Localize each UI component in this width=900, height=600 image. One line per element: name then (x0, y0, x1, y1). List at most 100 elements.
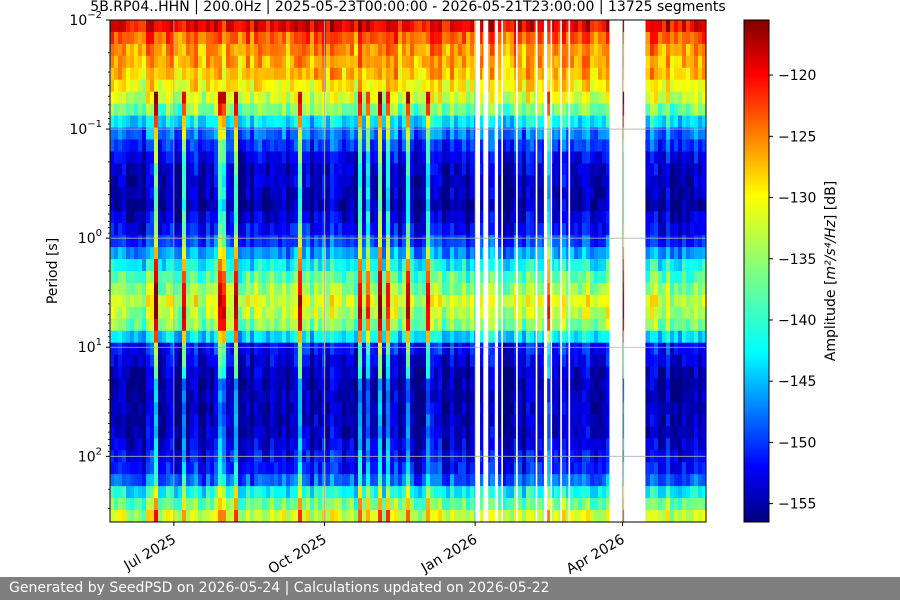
heatmap-cell (290, 366, 295, 380)
heatmap-cell (142, 163, 147, 176)
heatmap-cell (422, 318, 427, 332)
heatmap-cell (486, 402, 491, 416)
heatmap-cell (390, 390, 395, 404)
heatmap-cell (110, 366, 115, 380)
heatmap-cell (186, 127, 191, 141)
heatmap-cell (182, 354, 187, 368)
heatmap-cell (454, 330, 459, 344)
heatmap-cell (386, 282, 391, 296)
heatmap-cell (226, 103, 231, 117)
heatmap-cell (306, 127, 311, 141)
heatmap-cell (478, 31, 483, 45)
heatmap-cell (574, 31, 579, 45)
heatmap-cell (334, 139, 339, 153)
heatmap-cell (566, 342, 571, 356)
heatmap-cell (334, 43, 339, 57)
heatmap-cell (410, 163, 415, 176)
heatmap-cell (242, 510, 247, 522)
heatmap-cell (298, 235, 303, 248)
heatmap-cell (166, 259, 171, 272)
heatmap-cell (266, 378, 271, 392)
heatmap-cell (174, 79, 179, 93)
heatmap-cell (154, 318, 159, 332)
heatmap-cell (526, 31, 531, 45)
heatmap-cell (178, 402, 183, 416)
heatmap-cell (518, 223, 523, 236)
heatmap-cell (206, 390, 211, 404)
heatmap-cell (398, 271, 403, 284)
heatmap-cell (362, 402, 367, 416)
heatmap-cell (402, 402, 407, 416)
heatmap-cell (470, 342, 475, 356)
heatmap-cell (158, 414, 163, 427)
heatmap-cell (214, 20, 219, 33)
heatmap-cell (414, 366, 419, 380)
heatmap-cell (442, 67, 447, 81)
heatmap-cell (398, 103, 403, 117)
heatmap-column (350, 20, 355, 522)
heatmap-cell (142, 498, 147, 511)
heatmap-cell (434, 271, 439, 284)
heatmap-cell (398, 235, 403, 248)
heatmap-cell (426, 151, 431, 165)
heatmap-cell (526, 103, 531, 117)
heatmap-cell (366, 378, 371, 392)
heatmap-cell (258, 175, 263, 188)
heatmap-cell (562, 103, 567, 117)
heatmap-cell (286, 175, 291, 188)
heatmap-cell (298, 486, 303, 499)
heatmap-cell (150, 211, 155, 224)
heatmap-cell (434, 31, 439, 45)
heatmap-cell (202, 91, 207, 105)
heatmap-cell (298, 67, 303, 81)
heatmap-cell (306, 259, 311, 272)
heatmap-cell (386, 426, 391, 439)
heatmap-column (470, 20, 475, 522)
heatmap-cell (370, 79, 375, 93)
heatmap-cell (226, 223, 231, 236)
heatmap-cell (126, 211, 131, 224)
heatmap-cell (446, 211, 451, 224)
heatmap-cell (486, 486, 491, 499)
heatmap-cell (302, 43, 307, 57)
heatmap-cell (338, 175, 343, 188)
heatmap-cell (402, 438, 407, 451)
heatmap-cell (290, 259, 295, 272)
heatmap-cell (314, 498, 319, 511)
heatmap-cell (230, 342, 235, 356)
heatmap-cell (466, 426, 471, 439)
heatmap-cell (210, 378, 215, 392)
heatmap-cell (226, 486, 231, 499)
heatmap-cell (202, 199, 207, 212)
heatmap-cell (530, 175, 535, 188)
heatmap-cell (170, 139, 175, 153)
heatmap-column (530, 20, 535, 522)
heatmap-cell (462, 247, 467, 260)
heatmap-cell (418, 175, 423, 188)
heatmap-cell (450, 306, 455, 320)
heatmap-cell (254, 259, 259, 272)
heatmap-cell (254, 175, 259, 188)
heatmap-cell (134, 175, 139, 188)
heatmap-cell (190, 318, 195, 332)
heatmap-cell (198, 306, 203, 320)
heatmap-cell (198, 103, 203, 117)
heatmap-cell (394, 175, 399, 188)
heatmap-cell (186, 366, 191, 380)
heatmap-cell (278, 414, 283, 427)
heatmap-cell (314, 259, 319, 272)
heatmap-cell (414, 235, 419, 248)
heatmap-cell (442, 282, 447, 296)
heatmap-cell (334, 402, 339, 416)
heatmap-cell (330, 67, 335, 81)
heatmap-cell (450, 91, 455, 105)
heatmap-cell (206, 151, 211, 165)
heatmap-cell (242, 271, 247, 284)
heatmap-cell (442, 139, 447, 153)
heatmap-cell (438, 20, 443, 33)
heatmap-cell (370, 187, 375, 200)
heatmap-cell (450, 402, 455, 416)
heatmap-cell (326, 211, 331, 224)
heatmap-column (230, 20, 235, 522)
heatmap-cell (454, 151, 459, 165)
